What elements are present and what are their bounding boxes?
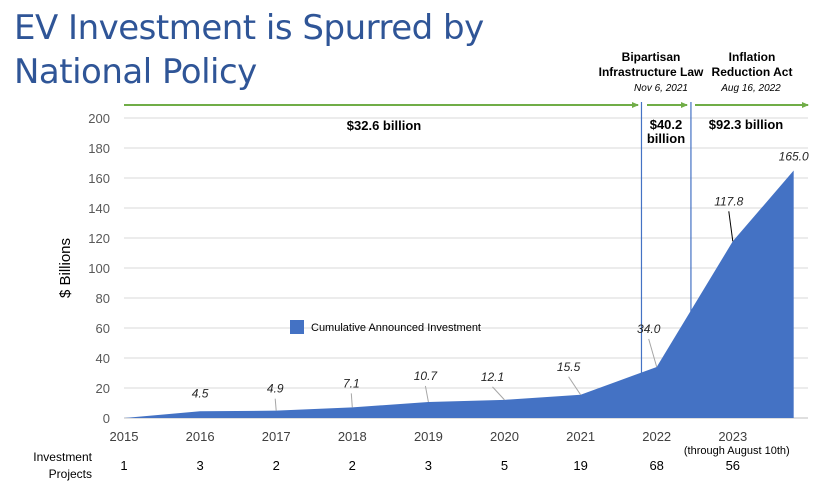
y-tick-label: 180 — [88, 141, 110, 156]
project-count: 2 — [349, 458, 356, 473]
y-tick-label: 0 — [103, 411, 110, 426]
y-tick-label: 140 — [88, 201, 110, 216]
y-tick-label: 120 — [88, 231, 110, 246]
x-tick-label: 2020 — [490, 429, 519, 444]
data-label: 4.9 — [267, 382, 284, 396]
legend: Cumulative Announced Investment — [290, 320, 481, 334]
data-label-leader — [424, 385, 429, 403]
y-tick-label: 80 — [96, 291, 110, 306]
project-count: 56 — [726, 458, 740, 473]
title-line-2: National Policy — [14, 52, 257, 92]
project-count: 2 — [273, 458, 280, 473]
segment-label-ira: $92.3 billion — [709, 117, 783, 132]
x-tick-label: 2022 — [642, 429, 671, 444]
y-tick-label: 200 — [88, 111, 110, 126]
data-label: 10.7 — [414, 369, 439, 383]
bil-title-line-1: Bipartisan — [622, 50, 681, 64]
data-label: 4.5 — [192, 386, 209, 400]
x-tick-label: 2017 — [262, 429, 291, 444]
segment-label-bil-line-2: billion — [647, 131, 685, 146]
y-axis-ticks: 0 20 40 60 80 100 120 140 160 180 200 — [88, 111, 110, 426]
project-count: 3 — [196, 458, 203, 473]
y-tick-label: 100 — [88, 261, 110, 276]
ira-date: Aug 16, 2022 — [720, 83, 781, 94]
area-series — [124, 170, 794, 418]
project-count: 19 — [573, 458, 587, 473]
ira-title-line-2: Reduction Act — [712, 65, 793, 79]
data-label: 165.0 — [779, 150, 809, 164]
y-tick-label: 160 — [88, 171, 110, 186]
x-tick-label: 2019 — [414, 429, 443, 444]
data-labels: 4.5 4.9 7.1 10.7 12.1 15.5 34.0 117.8 165.0 — [192, 150, 809, 401]
y-tick-label: 20 — [96, 381, 110, 396]
y-tick-label: 40 — [96, 351, 110, 366]
data-label: 7.1 — [343, 376, 360, 390]
project-count: 68 — [649, 458, 663, 473]
x-tick-label: 2021 — [566, 429, 595, 444]
data-label-leaders — [274, 211, 734, 411]
y-axis-label: $ Billions — [57, 238, 74, 298]
data-label-leader — [492, 386, 505, 401]
title-line-1: EV Investment is Spurred by — [14, 8, 484, 48]
data-label-leader — [568, 376, 582, 396]
projects-label-line-1: Investment — [33, 450, 92, 464]
bil-date: Nov 6, 2021 — [634, 83, 688, 94]
x-tick-sublabel: (through August 10th) — [684, 445, 790, 457]
ira-annotation: Inflation Reduction Act Aug 16, 2022 — [712, 50, 793, 94]
legend-label: Cumulative Announced Investment — [311, 322, 481, 334]
data-label: 34.0 — [637, 322, 661, 336]
data-label: 117.8 — [714, 194, 743, 208]
segment-label-pre-bil: $32.6 billion — [347, 118, 421, 133]
data-label-leader — [350, 393, 353, 408]
projects-label-line-2: Projects — [49, 467, 92, 481]
policy-markers — [640, 102, 692, 418]
x-tick-label: 2023 — [718, 429, 747, 444]
legend-swatch — [290, 320, 304, 334]
bil-title-line-2: Infrastructure Law — [599, 65, 704, 79]
data-label: 15.5 — [557, 360, 581, 374]
ira-title-line-1: Inflation — [729, 50, 776, 64]
project-count: 3 — [425, 458, 432, 473]
project-count: 5 — [501, 458, 508, 473]
area-fill — [124, 170, 794, 418]
data-label: 12.1 — [481, 370, 504, 384]
page-title: EV Investment is Spurred by National Pol… — [14, 6, 484, 94]
segment-label-bil-line-1: $40.2 — [650, 117, 683, 132]
investment-projects-row: 1 3 2 2 3 5 19 68 56 — [120, 458, 740, 473]
data-label-leader — [728, 211, 734, 242]
data-label-leader — [274, 398, 277, 411]
project-count: 1 — [120, 458, 127, 473]
x-tick-label: 2015 — [110, 429, 139, 444]
bil-annotation: Bipartisan Infrastructure Law Nov 6, 202… — [599, 50, 704, 94]
x-axis-ticks: 2015 2016 2017 2018 2019 2020 2021 2022 2023(thr… — [110, 429, 790, 457]
x-tick-label: 2016 — [186, 429, 215, 444]
data-label-leader — [648, 338, 658, 368]
x-tick-label: 2018 — [338, 429, 367, 444]
y-tick-label: 60 — [96, 321, 110, 336]
